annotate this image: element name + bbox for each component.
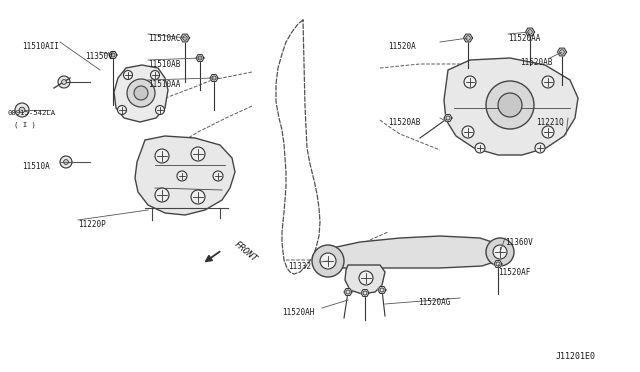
Text: 11510A: 11510A (22, 162, 50, 171)
Circle shape (19, 107, 25, 113)
Circle shape (475, 143, 485, 153)
Polygon shape (463, 34, 472, 42)
Text: ( I ): ( I ) (14, 122, 36, 128)
Circle shape (177, 171, 187, 181)
Circle shape (150, 71, 159, 80)
Polygon shape (135, 136, 235, 215)
Polygon shape (114, 65, 168, 122)
Circle shape (486, 81, 534, 129)
Text: FRONT: FRONT (232, 240, 259, 264)
Polygon shape (525, 28, 534, 36)
Circle shape (464, 76, 476, 88)
Text: 08915-542LA: 08915-542LA (8, 110, 56, 116)
Polygon shape (109, 52, 117, 58)
Polygon shape (196, 55, 204, 61)
Circle shape (127, 79, 155, 107)
Text: 11520AB: 11520AB (388, 118, 420, 127)
Circle shape (63, 160, 68, 164)
Polygon shape (345, 265, 385, 294)
Text: 11360V: 11360V (505, 238, 532, 247)
Circle shape (542, 76, 554, 88)
Circle shape (542, 126, 554, 138)
Circle shape (462, 126, 474, 138)
Text: 11520A: 11520A (388, 42, 416, 51)
Circle shape (312, 245, 344, 277)
Circle shape (118, 106, 127, 115)
Circle shape (498, 93, 522, 117)
Circle shape (191, 190, 205, 204)
Polygon shape (210, 74, 218, 81)
Text: 11520AH: 11520AH (282, 308, 314, 317)
Text: 11510AA: 11510AA (148, 80, 180, 89)
Circle shape (359, 271, 373, 285)
Circle shape (155, 188, 169, 202)
Circle shape (134, 86, 148, 100)
Text: 11510AB: 11510AB (148, 60, 180, 69)
Circle shape (58, 76, 70, 88)
Text: 11520AF: 11520AF (498, 268, 531, 277)
Polygon shape (557, 48, 566, 56)
Text: 11510AC: 11510AC (148, 34, 180, 43)
Polygon shape (378, 286, 386, 294)
Polygon shape (444, 115, 452, 122)
Polygon shape (180, 34, 189, 42)
Circle shape (155, 149, 169, 163)
Text: 11332: 11332 (288, 262, 311, 271)
Text: 11520AB: 11520AB (520, 58, 552, 67)
Text: 11350V: 11350V (85, 52, 113, 61)
Polygon shape (444, 58, 578, 155)
Circle shape (191, 147, 205, 161)
Polygon shape (494, 260, 502, 267)
Circle shape (61, 80, 67, 84)
Circle shape (213, 171, 223, 181)
Polygon shape (361, 289, 369, 296)
Polygon shape (318, 236, 505, 268)
Circle shape (60, 156, 72, 168)
Text: 11221Q: 11221Q (536, 118, 564, 127)
Polygon shape (344, 289, 352, 295)
Text: J11201E0: J11201E0 (556, 352, 596, 361)
Circle shape (320, 253, 336, 269)
Circle shape (15, 103, 29, 117)
Text: 11520AG: 11520AG (418, 298, 451, 307)
Circle shape (124, 71, 132, 80)
Circle shape (156, 106, 164, 115)
Circle shape (493, 245, 507, 259)
Text: 11510AII: 11510AII (22, 42, 59, 51)
Circle shape (486, 238, 514, 266)
Text: 11220P: 11220P (78, 220, 106, 229)
Text: 11520AA: 11520AA (508, 34, 540, 43)
Circle shape (535, 143, 545, 153)
